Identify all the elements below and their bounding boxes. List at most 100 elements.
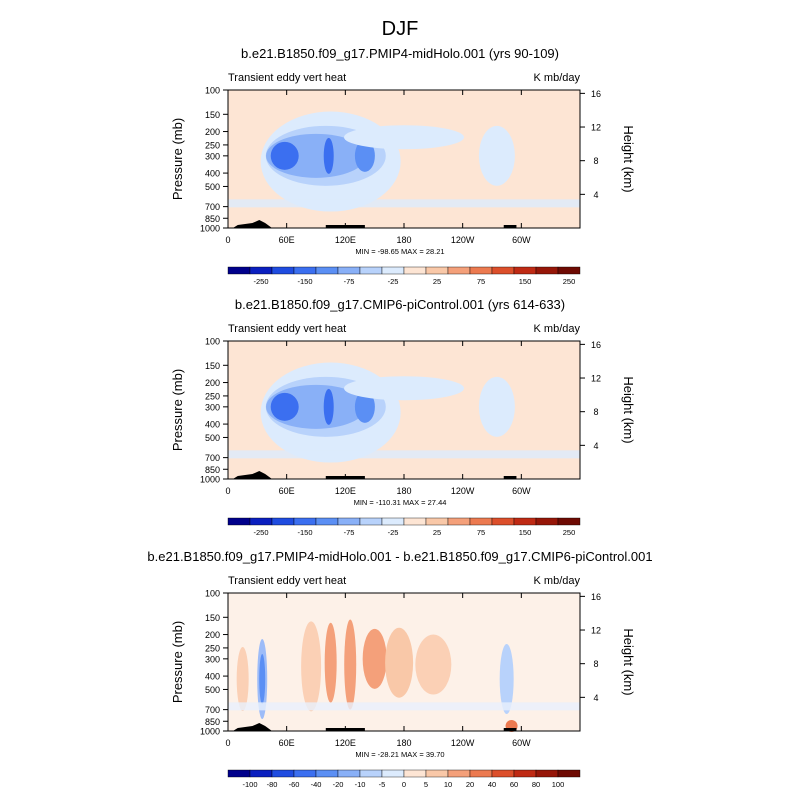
panel-right-label: K mb/day	[534, 72, 581, 84]
colorbar-tick-label: -60	[289, 780, 300, 789]
colorbar-tick-label: -10	[355, 780, 366, 789]
colorbar-tick-label: 150	[519, 528, 532, 537]
colorbar-tick-label: -20	[333, 780, 344, 789]
y-right-axis-label: Height (km)	[621, 125, 636, 192]
x-tick-label: 120W	[451, 235, 475, 245]
y-tick-label: 200	[205, 378, 220, 388]
x-tick-label: 60W	[512, 738, 531, 748]
y-right-tick-label: 8	[593, 407, 598, 417]
colorbar-swatch	[425, 266, 449, 275]
y-tick-label: 1000	[200, 224, 220, 234]
colorbar-swatch	[381, 769, 405, 778]
y-right-tick-label: 16	[591, 592, 601, 602]
colorbar-swatch	[557, 266, 581, 275]
y-axis-label: Pressure (mb)	[170, 369, 185, 451]
contour-region	[354, 390, 375, 423]
contour-region	[385, 627, 414, 698]
y-right-tick-label: 4	[593, 441, 598, 451]
y-right-axis-label: Height (km)	[621, 376, 636, 443]
y-tick-label: 250	[205, 391, 220, 401]
colorbar-tick-label: -75	[344, 277, 355, 286]
y-axis-label: Pressure (mb)	[170, 118, 185, 200]
y-tick-label: 1000	[200, 727, 220, 737]
y-tick-label: 400	[205, 672, 220, 682]
contour-region	[354, 139, 375, 172]
colorbar-swatch	[491, 769, 515, 778]
colorbar-swatch	[557, 517, 581, 526]
colorbar-swatch	[293, 517, 317, 526]
colorbar-swatch	[359, 769, 383, 778]
colorbar-tick-label: 100	[552, 780, 565, 789]
colorbar-swatch	[447, 266, 471, 275]
y-right-axis-label: Height (km)	[621, 628, 636, 695]
colorbar-swatch	[337, 266, 361, 275]
colorbar-swatch	[469, 769, 493, 778]
y-tick-label: 300	[205, 402, 220, 412]
y-right-tick-label: 16	[591, 340, 601, 350]
y-right-tick-label: 4	[593, 190, 598, 200]
colorbar-swatch	[271, 517, 295, 526]
y-tick-label: 700	[205, 202, 220, 212]
colorbar-swatch	[249, 517, 273, 526]
y-tick-label: 400	[205, 420, 220, 430]
panel-left-label: Transient eddy vert heat	[228, 72, 346, 84]
contour-region	[344, 125, 464, 150]
contour-region	[344, 619, 357, 710]
colorbar-tick-label: -150	[297, 277, 312, 286]
colorbar-tick-label: 75	[477, 528, 485, 537]
y-tick-label: 300	[205, 151, 220, 161]
y-tick-label: 850	[205, 717, 220, 727]
colorbar-swatch	[447, 769, 471, 778]
y-tick-label: 100	[205, 337, 220, 347]
colorbar-swatch	[403, 769, 427, 778]
min-max-label: MIN = -110.31 MAX = 27.44	[354, 498, 447, 507]
colorbar-swatch	[381, 517, 405, 526]
colorbar-swatch	[271, 266, 295, 275]
colorbar-tick-label: -25	[388, 277, 399, 286]
colorbar-tick-label: 25	[433, 528, 441, 537]
colorbar-swatch	[469, 266, 493, 275]
x-tick-label: 120W	[451, 486, 475, 496]
contour-region	[259, 654, 266, 705]
panel-title: b.e21.B1850.f09_g17.CMIP6-piControl.001 …	[235, 297, 565, 312]
colorbar-tick-label: 5	[424, 780, 428, 789]
x-tick-label: 60E	[279, 235, 295, 245]
topography	[503, 225, 517, 228]
colorbar-swatch	[491, 517, 515, 526]
colorbar-swatch	[249, 266, 273, 275]
y-tick-label: 500	[205, 433, 220, 443]
topography	[503, 728, 517, 731]
contour-region	[344, 376, 464, 401]
topography	[232, 471, 272, 479]
colorbar-tick-label: -5	[379, 780, 386, 789]
y-right-tick-label: 16	[591, 89, 601, 99]
colorbar-tick-label: 0	[402, 780, 406, 789]
panel-left-label: Transient eddy vert heat	[228, 323, 346, 335]
y-right-tick-label: 12	[591, 626, 601, 636]
contour-band	[228, 199, 580, 208]
y-tick-label: 150	[205, 361, 220, 371]
x-tick-label: 120E	[335, 486, 356, 496]
contour-region	[415, 634, 452, 695]
colorbar-swatch	[447, 517, 471, 526]
x-tick-label: 60E	[279, 486, 295, 496]
y-tick-label: 200	[205, 630, 220, 640]
y-tick-label: 150	[205, 613, 220, 623]
colorbar-swatch	[513, 769, 537, 778]
colorbar-tick-label: 40	[488, 780, 496, 789]
colorbar-swatch	[315, 769, 339, 778]
contour-region	[270, 392, 299, 421]
y-tick-label: 700	[205, 705, 220, 715]
colorbar-swatch	[557, 769, 581, 778]
contour-region	[270, 141, 299, 170]
colorbar-swatch	[513, 266, 537, 275]
colorbar-tick-label: 250	[563, 277, 576, 286]
x-tick-label: 180	[396, 738, 411, 748]
y-tick-label: 400	[205, 169, 220, 179]
colorbar-swatch	[337, 769, 361, 778]
colorbar-swatch	[535, 266, 559, 275]
y-tick-label: 250	[205, 643, 220, 653]
colorbar-swatch	[403, 517, 427, 526]
colorbar-tick-label: -40	[311, 780, 322, 789]
colorbar-tick-label: -150	[297, 528, 312, 537]
